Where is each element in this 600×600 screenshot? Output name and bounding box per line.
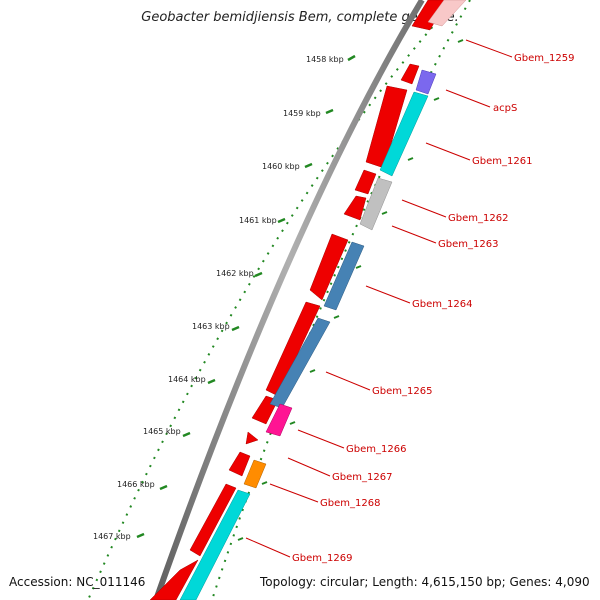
feature-pink — [427, 0, 467, 27]
outer-dotted-arc — [87, 0, 457, 600]
cds-arrow — [149, 559, 199, 600]
cds-arrow — [228, 451, 251, 477]
kbp-labels: 1458 kbp 1459 kbp 1460 kbp 1461 kbp 1462… — [93, 55, 344, 541]
outer-scale-ticks — [136, 54, 356, 539]
kbp-label: 1466 kbp — [117, 480, 155, 489]
feature-purple — [415, 69, 437, 95]
gene-label: acpS — [493, 103, 517, 114]
cds-arrow — [245, 431, 259, 445]
genome-summary-text: Topology: circular; Length: 4,615,150 bp… — [260, 575, 590, 589]
gene-label: Gbem_1266 — [346, 444, 406, 455]
genome-title: Geobacter bemidjiensis Bem, complete gen… — [141, 10, 459, 25]
gene-label: Gbem_1267 — [332, 472, 392, 483]
feature-magenta — [265, 403, 293, 437]
gene-leader-lines — [245, 39, 513, 558]
gene-label: Gbem_1259 — [514, 53, 574, 64]
kbp-label: 1462 kbp — [216, 269, 254, 278]
inner-track-ticks — [237, 39, 464, 541]
kbp-label: 1465 kbp — [143, 427, 181, 436]
gene-label: Gbem_1262 — [448, 213, 508, 224]
gene-label: Gbem_1264 — [412, 299, 472, 310]
gene-label: Gbem_1265 — [372, 386, 432, 397]
feature-grey — [359, 177, 393, 231]
kbp-label: 1467 kbp — [93, 532, 131, 541]
cds-arrow — [400, 63, 420, 85]
kbp-label: 1464 kbp — [168, 375, 206, 384]
cds-arrow — [354, 169, 377, 195]
feature-steelblue — [323, 241, 365, 311]
reverse-strand-features — [179, 0, 467, 600]
cds-arrow — [309, 233, 349, 301]
feature-orange — [243, 459, 267, 489]
accession-text: Accession: NC_011146 — [9, 575, 146, 589]
cds-arrow — [189, 483, 237, 557]
gene-label: Gbem_1263 — [438, 239, 498, 250]
kbp-label: 1460 kbp — [262, 162, 300, 171]
gene-label: Gbem_1261 — [472, 156, 532, 167]
cds-arrow — [343, 195, 367, 221]
kbp-label: 1461 kbp — [239, 216, 277, 225]
feature-cyan — [179, 489, 251, 600]
feature-cyan — [379, 91, 429, 177]
gene-label: Gbem_1269 — [292, 553, 352, 564]
gene-label: Gbem_1268 — [320, 498, 380, 509]
gene-labels: Gbem_1259 acpS Gbem_1261 Gbem_1262 Gbem_… — [292, 53, 574, 564]
genome-backbone — [153, 0, 425, 600]
kbp-label: 1458 kbp — [306, 55, 344, 64]
kbp-label: 1463 kbp — [192, 322, 230, 331]
kbp-label: 1459 kbp — [283, 109, 321, 118]
